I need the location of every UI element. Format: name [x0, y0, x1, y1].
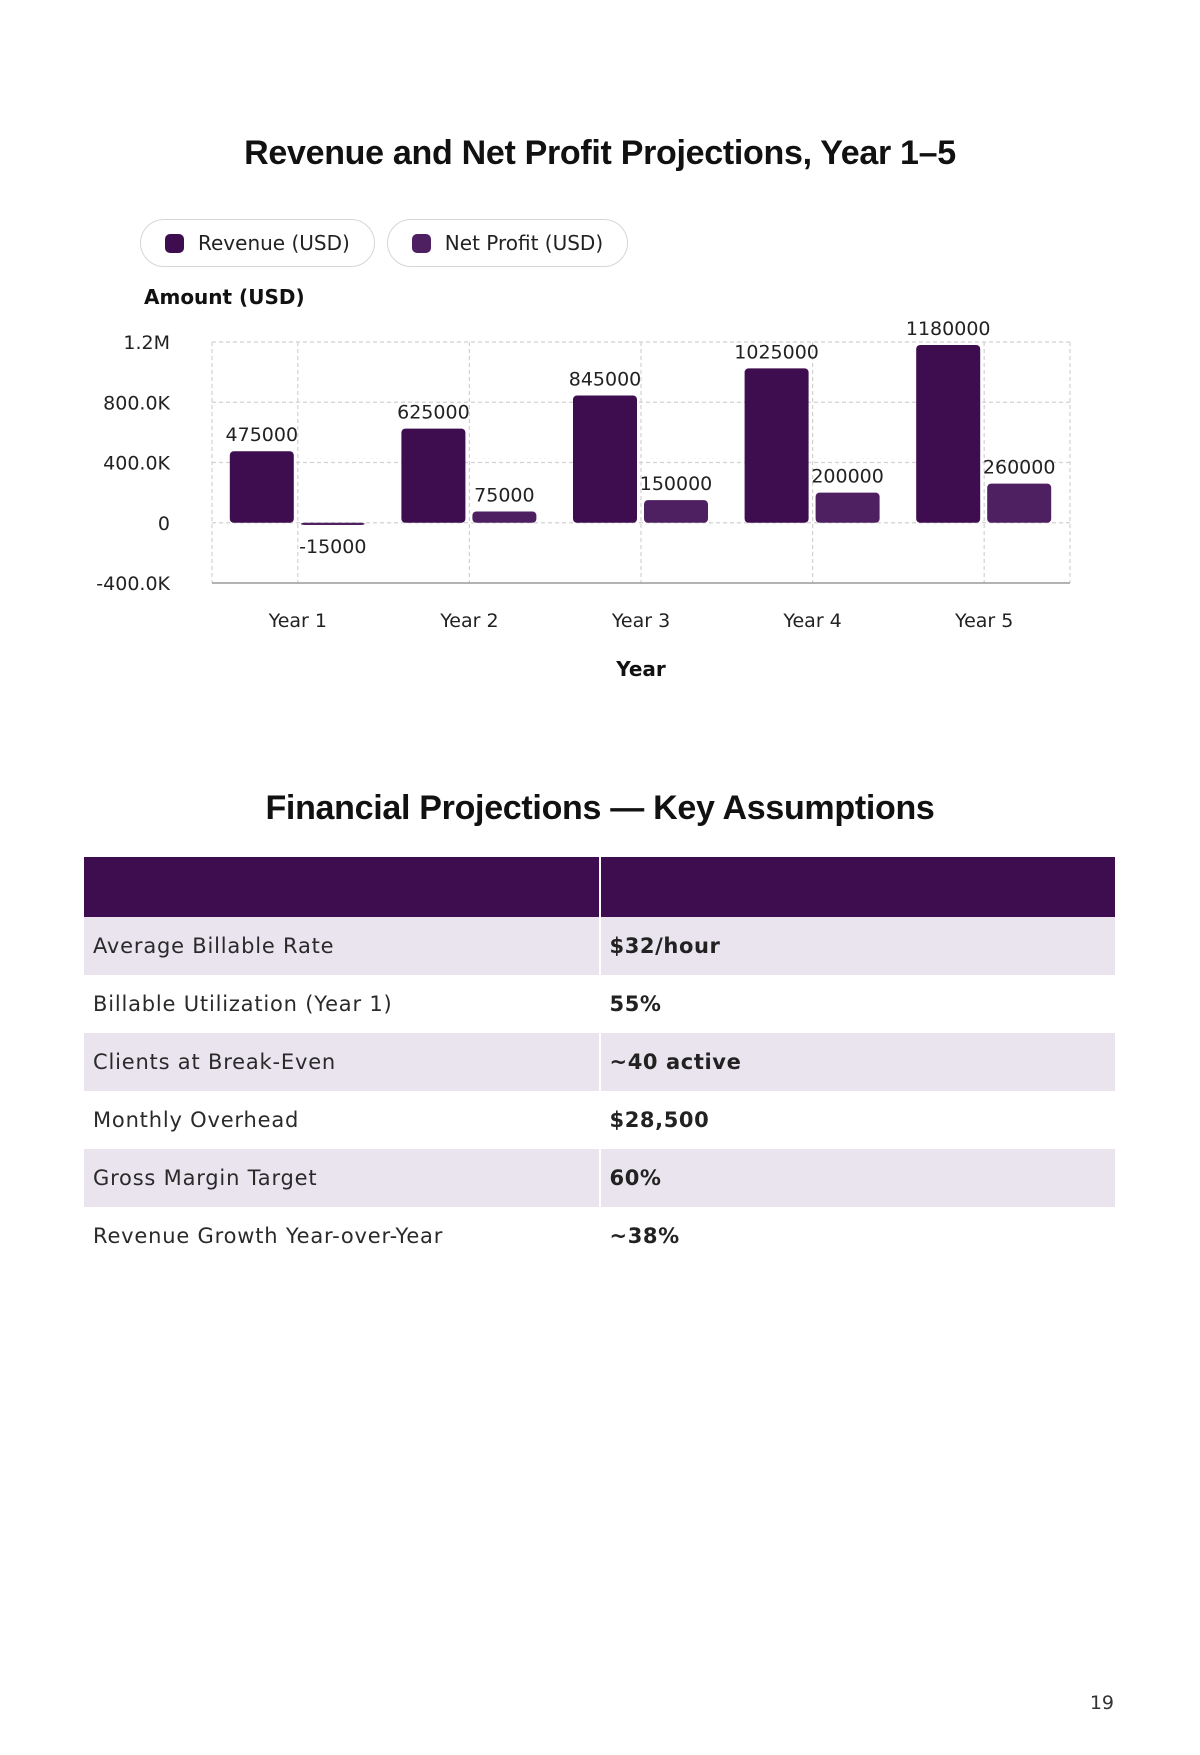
- assumption-value: $32/hour: [598, 917, 1115, 975]
- legend-swatch-revenue: [165, 233, 184, 253]
- assumption-value: ~38%: [598, 1207, 1115, 1265]
- net-profit-bar: [472, 511, 537, 523]
- revenue-data-label: 1180000: [906, 318, 991, 340]
- assumptions-table: Average Billable Rate $32/hour Billable …: [84, 857, 1115, 1265]
- legend-item-revenue[interactable]: Revenue (USD): [140, 219, 375, 267]
- chart-title: Revenue and Net Profit Projections, Year…: [244, 134, 956, 172]
- legend-label-net-profit: Net Profit (USD): [444, 231, 604, 255]
- assumption-label: Average Billable Rate: [84, 917, 600, 975]
- assumption-label: Monthly Overhead: [93, 1108, 300, 1132]
- y-axis-title: Amount (USD): [144, 285, 305, 309]
- net-profit-data-label: 260000: [983, 457, 1056, 479]
- assumption-label: Clients at Break-Even: [84, 1033, 600, 1091]
- revenue-bar: [573, 395, 637, 523]
- net-profit-data-label: -15000: [299, 536, 366, 558]
- revenue-bar: [916, 345, 981, 523]
- revenue-data-label: 1025000: [734, 341, 819, 363]
- net-profit-bar: [987, 483, 1052, 523]
- table-row: Clients at Break-Even ~40 active: [84, 1033, 1115, 1091]
- legend-label-revenue: Revenue (USD): [198, 231, 350, 255]
- revenue-bar: [401, 428, 466, 523]
- legend-item-net-profit[interactable]: Net Profit (USD): [386, 219, 629, 267]
- net-profit-data-label: 200000: [811, 466, 884, 488]
- assumption-value: $28,500: [598, 1091, 1115, 1149]
- legend-swatch-net-profit: [411, 233, 431, 253]
- table-row: Billable Utilization (Year 1) 55%: [84, 975, 1115, 1033]
- table-header-cell: [84, 857, 600, 917]
- y-tick-label: 800.0K: [103, 392, 170, 414]
- page-number: 19: [1089, 1692, 1114, 1714]
- assumption-label: Billable Utilization (Year 1): [93, 992, 393, 1016]
- assumption-value: 55%: [598, 975, 1115, 1033]
- revenue-bar: [744, 368, 809, 523]
- y-tick-label: 0: [158, 513, 170, 535]
- assumption-label: Gross Margin Target: [84, 1149, 600, 1207]
- net-profit-bar: [300, 522, 365, 526]
- chart-legend: Revenue (USD) Net Profit (USD): [140, 219, 629, 267]
- x-tick-label: Year 1: [268, 610, 327, 632]
- y-tick-label: -400.0K: [96, 573, 170, 595]
- x-tick-label: Year 4: [782, 610, 841, 632]
- net-profit-data-label: 150000: [640, 473, 713, 495]
- revenue-data-label: 625000: [397, 402, 470, 424]
- x-tick-label: Year 2: [439, 610, 498, 632]
- bar-chart: Amount (USD) -400.0K 0 400.0K 800.0K 1.2M 4750…: [96, 285, 1071, 681]
- revenue-data-label: 845000: [569, 368, 642, 390]
- table-row: Average Billable Rate $32/hour: [84, 917, 1115, 975]
- table-header-row: [84, 857, 1115, 917]
- net-profit-data-label: 75000: [474, 484, 534, 506]
- assumption-value: 60%: [598, 1149, 1115, 1207]
- table-title: Financial Projections — Key Assumptions: [265, 789, 935, 827]
- table-row: Monthly Overhead $28,500: [84, 1091, 1115, 1149]
- x-tick-label: Year 5: [954, 610, 1013, 632]
- x-axis-title: Year: [615, 657, 666, 681]
- y-tick-label: 400.0K: [103, 453, 170, 475]
- revenue-bar: [229, 451, 294, 523]
- assumption-value: ~40 active: [598, 1033, 1115, 1091]
- net-profit-bar: [644, 500, 708, 523]
- table-header-cell: [598, 857, 1115, 917]
- assumption-label: Revenue Growth Year-over-Year: [93, 1224, 444, 1248]
- table-row: Gross Margin Target 60%: [84, 1149, 1115, 1207]
- net-profit-bar: [815, 492, 880, 523]
- y-tick-label: 1.2M: [123, 332, 170, 354]
- revenue-data-label: 475000: [226, 424, 299, 446]
- table-row: Revenue Growth Year-over-Year ~38%: [84, 1207, 1115, 1265]
- x-tick-label: Year 3: [611, 610, 670, 632]
